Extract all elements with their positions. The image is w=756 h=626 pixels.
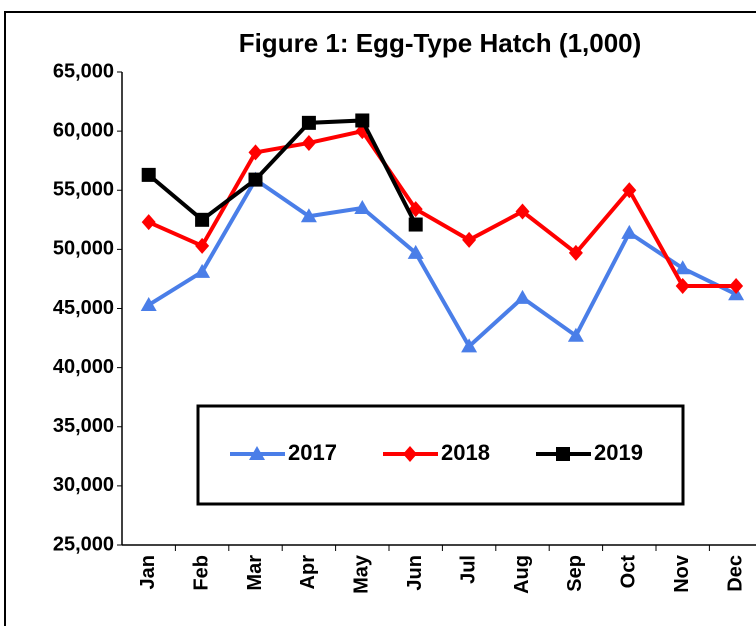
x-tick-label: Apr xyxy=(297,555,319,590)
y-tick-label: 65,000 xyxy=(53,60,114,82)
x-tick-label: Jan xyxy=(137,555,159,589)
series-line xyxy=(147,128,737,289)
y-tick-label: 30,000 xyxy=(53,474,114,496)
marker xyxy=(514,289,531,304)
legend-marker xyxy=(249,446,265,460)
y-tick-label: 50,000 xyxy=(53,238,114,260)
marker xyxy=(300,208,317,223)
marker xyxy=(568,244,583,261)
marker xyxy=(301,134,316,151)
x-tick-label: Mar xyxy=(244,555,266,591)
x-tick-label: Aug xyxy=(511,555,533,594)
x-tick-label: Feb xyxy=(190,555,212,591)
marker xyxy=(408,201,423,218)
x-tick-label: Nov xyxy=(671,554,693,593)
y-tick-label: 40,000 xyxy=(53,356,114,378)
y-tick-label: 25,000 xyxy=(53,533,114,555)
y-tick-label: 55,000 xyxy=(53,179,114,201)
y-tick-label: 45,000 xyxy=(53,297,114,319)
marker xyxy=(622,182,637,199)
x-tick-label: Oct xyxy=(618,555,640,589)
series-line xyxy=(147,176,737,350)
marker xyxy=(195,237,210,254)
chart-title: Figure 1: Egg-Type Hatch (1,000) xyxy=(239,28,642,58)
marker xyxy=(621,224,638,239)
marker xyxy=(408,217,423,232)
marker xyxy=(729,278,744,295)
x-tick-label: Dec xyxy=(724,555,746,592)
marker xyxy=(248,172,263,187)
marker xyxy=(354,199,371,214)
marker xyxy=(461,338,478,353)
marker xyxy=(355,113,370,128)
chart-frame xyxy=(4,11,756,626)
x-tick-label: Sep xyxy=(564,555,586,592)
marker xyxy=(248,144,263,161)
y-tick-label: 60,000 xyxy=(53,119,114,141)
marker xyxy=(195,212,210,227)
marker xyxy=(675,278,690,295)
marker xyxy=(141,214,156,231)
marker xyxy=(140,296,157,311)
legend-label: 2019 xyxy=(594,440,643,465)
marker xyxy=(301,115,316,130)
marker xyxy=(462,231,477,248)
legend-marker xyxy=(556,447,570,461)
x-tick-label: May xyxy=(351,554,373,594)
series-line xyxy=(147,118,418,226)
marker xyxy=(141,167,156,182)
marker xyxy=(515,203,530,220)
marker xyxy=(674,260,691,275)
x-tick-label: Jun xyxy=(404,555,426,591)
x-tick-label: Jul xyxy=(457,555,479,584)
legend-label: 2017 xyxy=(288,440,337,465)
marker xyxy=(194,263,211,278)
y-tick-label: 35,000 xyxy=(53,415,114,437)
legend-marker xyxy=(403,446,417,462)
marker xyxy=(567,327,584,342)
marker xyxy=(407,244,424,259)
legend-label: 2018 xyxy=(441,440,490,465)
